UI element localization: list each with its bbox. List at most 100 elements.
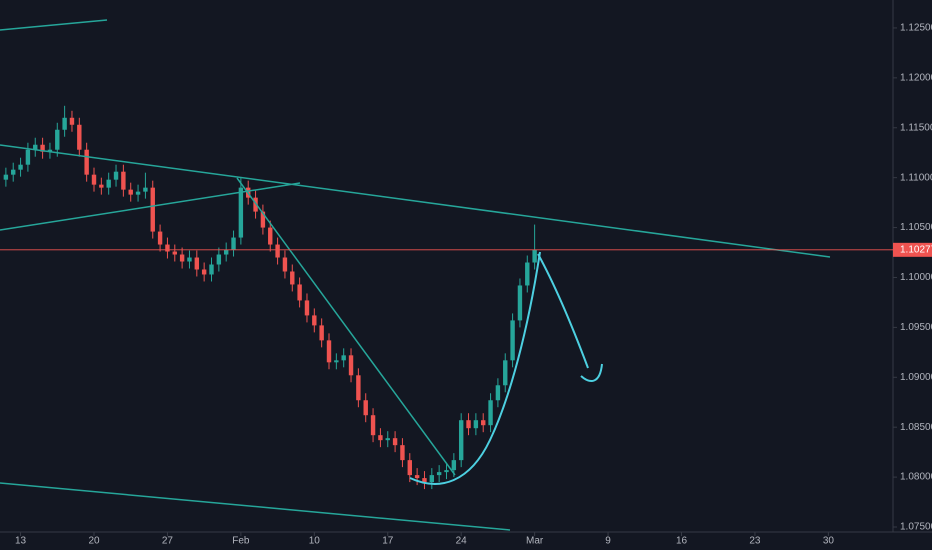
candle-body: [260, 211, 266, 228]
brush-curve: [409, 251, 541, 485]
candle-body: [385, 438, 390, 441]
candle-body: [451, 460, 457, 471]
candle-body: [414, 475, 420, 479]
candle-body: [121, 171, 126, 190]
y-tick-label: 1.12000: [900, 72, 932, 83]
candle-body: [282, 257, 288, 272]
x-tick-label: Mar: [526, 536, 544, 547]
candle-body: [69, 117, 75, 125]
x-tick-label: 20: [88, 536, 100, 547]
candle-body: [392, 438, 398, 446]
y-tick-label: 1.11500: [900, 122, 932, 133]
candle-body: [503, 360, 508, 386]
x-tick-label: 9: [605, 536, 611, 547]
candle-body: [297, 284, 302, 301]
candle-body: [517, 285, 523, 321]
candle-body: [370, 415, 376, 436]
candle-body: [135, 191, 141, 195]
y-tick-label: 1.09500: [900, 322, 932, 333]
candle-body: [47, 149, 53, 152]
drawings: [0, 19, 831, 531]
candle-body: [187, 257, 192, 262]
candle-body: [128, 189, 133, 195]
candle-body: [422, 478, 427, 483]
candle-body: [106, 179, 111, 188]
candle-body: [319, 325, 324, 341]
candle-body: [113, 171, 119, 180]
x-tick-label: 10: [309, 536, 321, 547]
candle-body: [62, 117, 67, 130]
candle-body: [40, 144, 45, 152]
candle-body: [363, 400, 368, 416]
candle-body: [444, 470, 449, 473]
candle-body: [400, 445, 405, 461]
candle-body: [157, 231, 163, 245]
trend-line: [0, 19, 108, 31]
candle-body: [25, 149, 31, 165]
x-tick-label: 17: [382, 536, 394, 547]
candle-body: [238, 187, 244, 238]
last-price-box: [893, 242, 932, 257]
candle-body: [466, 420, 471, 429]
candle-body: [99, 184, 104, 188]
y-tick-label: 1.11000: [900, 172, 932, 183]
candle-body: [532, 249, 537, 263]
candle-body: [143, 187, 148, 192]
y-tick-label: 1.10500: [900, 222, 932, 233]
candle-body: [495, 385, 501, 401]
candle-body: [77, 124, 82, 150]
candle-body: [407, 460, 412, 476]
candle-body: [18, 164, 23, 170]
y-tick-label: 1.09000: [900, 372, 932, 383]
y-tick-label: 1.10000: [900, 272, 932, 283]
x-tick-label: 24: [456, 536, 468, 547]
candle-body: [525, 262, 530, 286]
candle-body: [231, 237, 236, 250]
candle-body: [216, 254, 222, 265]
trend-line: [0, 482, 511, 531]
candle-body: [326, 340, 332, 363]
candle-body: [275, 244, 280, 258]
x-tick-label: 13: [15, 536, 27, 547]
y-tick-label: 1.08000: [900, 472, 932, 483]
brush-arrow: [537, 253, 603, 382]
candle-body: [334, 360, 339, 363]
candle-body: [55, 129, 60, 150]
candle-body: [290, 271, 295, 285]
candle-body: [268, 227, 273, 245]
candle-body: [429, 475, 435, 483]
candle-body: [33, 144, 38, 150]
candle-body: [348, 355, 354, 376]
candle-body: [165, 244, 170, 252]
x-tick-label: Feb: [232, 536, 250, 547]
candle-body: [356, 375, 361, 401]
candle-body: [436, 472, 442, 476]
candle-body: [312, 315, 317, 326]
x-tick-label: 23: [749, 536, 761, 547]
trend-line: [236, 177, 456, 476]
candle-body: [510, 320, 515, 361]
candle-body: [488, 400, 493, 426]
candle-body: [11, 169, 16, 175]
candle-body: [84, 149, 89, 175]
trend-line: [0, 182, 301, 231]
candle-body: [378, 435, 383, 441]
candle-body: [3, 174, 9, 180]
candle-body: [201, 269, 207, 275]
candle-body: [304, 300, 310, 316]
x-tick-label: 27: [162, 536, 174, 547]
y-tick-label: 1.12500: [900, 23, 932, 34]
candle-body: [341, 355, 346, 361]
candle-body: [458, 420, 464, 461]
x-tick-label: 16: [676, 536, 688, 547]
candle-body: [209, 264, 214, 275]
last-price-label: 1.10277: [900, 244, 932, 255]
candle-body: [481, 420, 486, 426]
candle-body: [91, 174, 97, 185]
y-tick-label: 1.08500: [900, 422, 932, 433]
candle-body: [150, 187, 155, 232]
candles: [3, 105, 537, 490]
